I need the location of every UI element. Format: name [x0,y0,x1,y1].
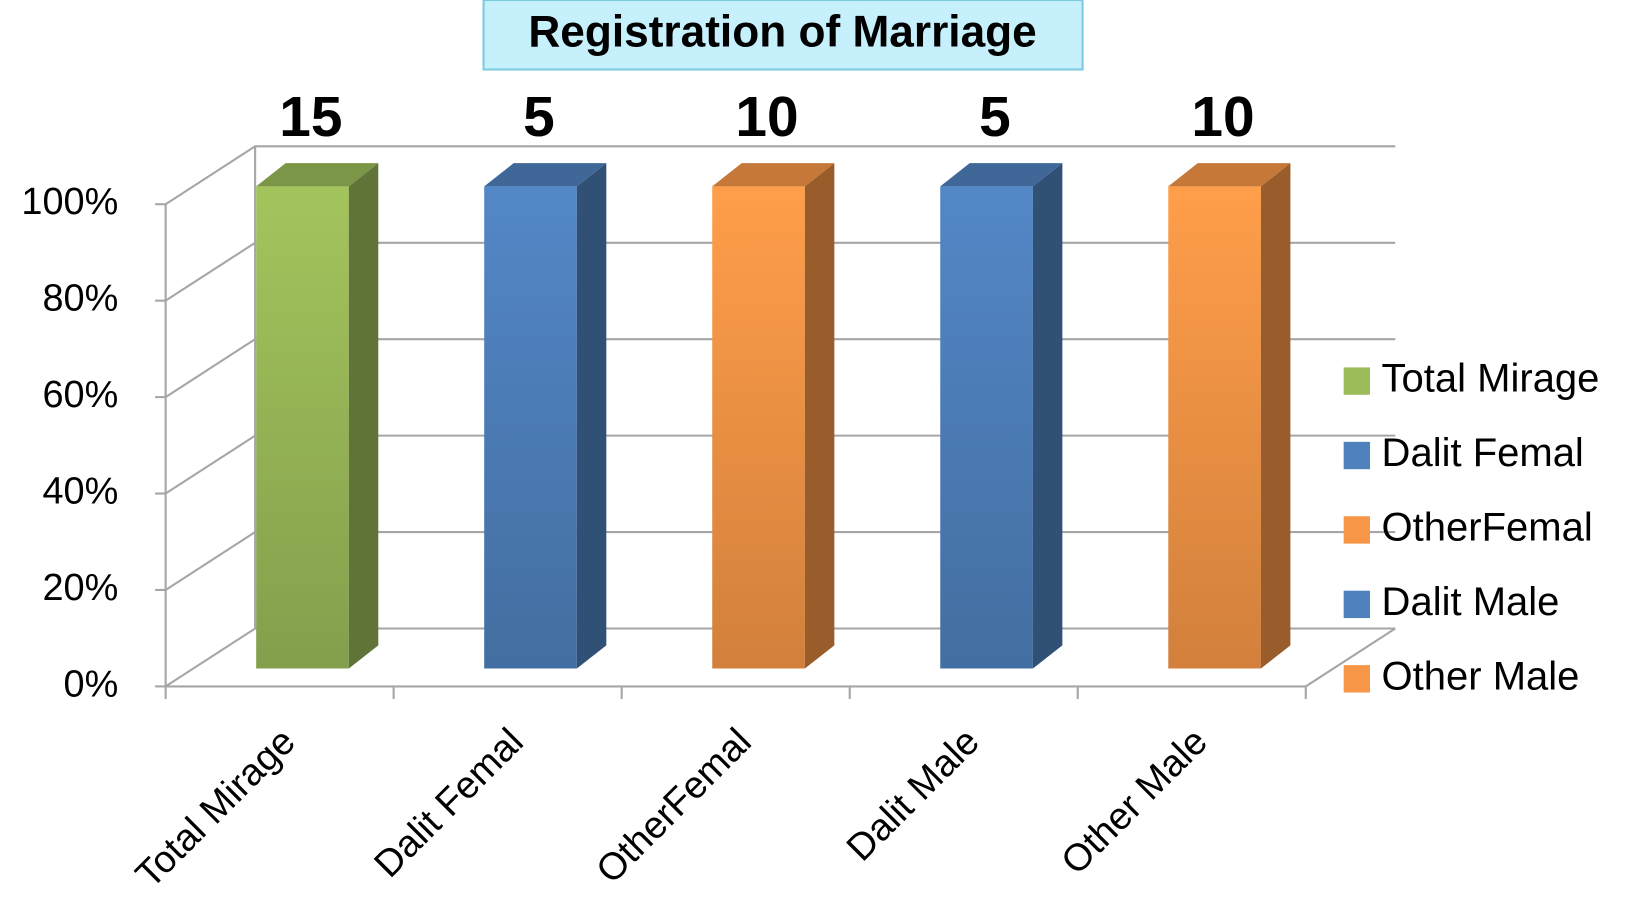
bar-top [940,163,1063,187]
bar-top [712,163,835,187]
title-box [482,0,1084,71]
y-tick-label: 80% [42,278,118,320]
bar-top [1168,163,1291,187]
bar-front [1168,186,1261,669]
bar-front [256,186,349,669]
bar-top [256,163,379,187]
data-label: 10 [735,86,798,149]
legend-label: Total Mirage [1382,357,1600,401]
y-tick-label: 40% [42,471,118,513]
bar-side [804,163,835,669]
x-tick-label: Total Mirage [128,721,304,897]
x-tick-label: Dalit Male [839,721,988,870]
bar-front [484,186,577,669]
data-label: 15 [279,86,342,149]
x-tick-label: Other Male [1054,721,1216,883]
x-tick-label: Dalit Femal [367,721,532,886]
data-label: 10 [1191,86,1254,149]
bar-top [484,163,607,187]
legend-label: OtherFemal [1382,506,1593,550]
grid-line [165,145,1396,206]
legend-swatch [1343,367,1370,395]
y-tick-label: 20% [42,567,118,609]
legend-swatch [1343,665,1370,693]
y-tick-label: 0% [64,663,119,705]
y-tick-label: 60% [42,374,118,416]
bar-side [348,163,379,669]
legend-label: Dalit Femal [1382,431,1584,475]
x-tick-label: OtherFemal [589,721,760,892]
bar-side [576,163,607,669]
bar-front [712,186,805,669]
bar-side [1260,163,1291,669]
legend-swatch [1343,590,1370,619]
legend-label: Other Male [1382,654,1580,698]
legend-swatch [1343,516,1370,544]
data-label: 5 [523,86,555,149]
bar-side [1032,163,1063,669]
chart-title: Registration of Marriage [528,7,1036,56]
y-tick-label: 100% [21,181,118,223]
legend-swatch [1343,441,1370,470]
legend-label: Dalit Male [1382,580,1560,624]
data-label: 5 [979,86,1011,149]
bar-front [940,186,1033,669]
